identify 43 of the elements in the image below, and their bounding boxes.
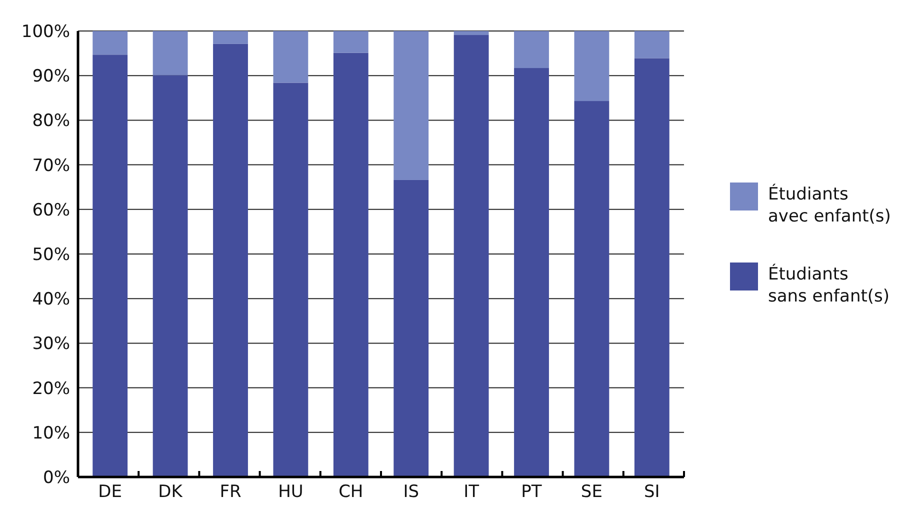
y-tick-label: 90%: [32, 66, 70, 87]
bar: [213, 44, 248, 477]
y-tick-label: 10%: [32, 423, 70, 444]
bar: [333, 52, 368, 477]
y-tick-label: 80%: [32, 111, 70, 132]
bar: [454, 31, 489, 36]
bar: [92, 31, 128, 55]
x-tick-label: DE: [98, 482, 122, 502]
bar: [394, 31, 429, 180]
y-tick-label: 100%: [21, 22, 70, 42]
x-tick-label: IT: [464, 482, 480, 502]
bar: [454, 35, 489, 477]
x-tick-label: SE: [580, 482, 602, 502]
x-tick-label: IS: [403, 482, 420, 502]
y-tick-label: 30%: [32, 334, 70, 354]
bar: [273, 82, 308, 477]
x-tick-label: SI: [644, 482, 660, 502]
bar: [574, 101, 610, 477]
y-tick-label: 60%: [32, 200, 70, 220]
x-tick-label: DK: [158, 482, 184, 502]
bar: [333, 31, 368, 53]
y-tick-label: 40%: [32, 290, 70, 310]
x-tick-label: FR: [220, 482, 242, 502]
bar: [634, 58, 670, 477]
bar: [152, 31, 188, 76]
x-tick-label: HU: [278, 482, 304, 502]
bar: [273, 31, 308, 83]
y-tick-label: 50%: [32, 244, 70, 265]
bar: [152, 75, 188, 477]
legend-label: Étudiants sans enfant(s): [768, 264, 890, 307]
bar: [514, 31, 549, 68]
bar: [92, 54, 128, 477]
y-tick-label: 70%: [32, 156, 70, 176]
bar: [574, 31, 610, 102]
bar: [514, 68, 549, 477]
x-tick-label: PT: [521, 482, 542, 502]
bar: [394, 180, 429, 477]
y-tick-label: 0%: [43, 468, 70, 488]
y-tick-label: 20%: [32, 378, 70, 399]
legend-label: Étudiants avec enfant(s): [768, 184, 891, 227]
bar: [634, 31, 670, 58]
bar: [213, 31, 248, 44]
x-tick-label: CH: [338, 482, 364, 502]
